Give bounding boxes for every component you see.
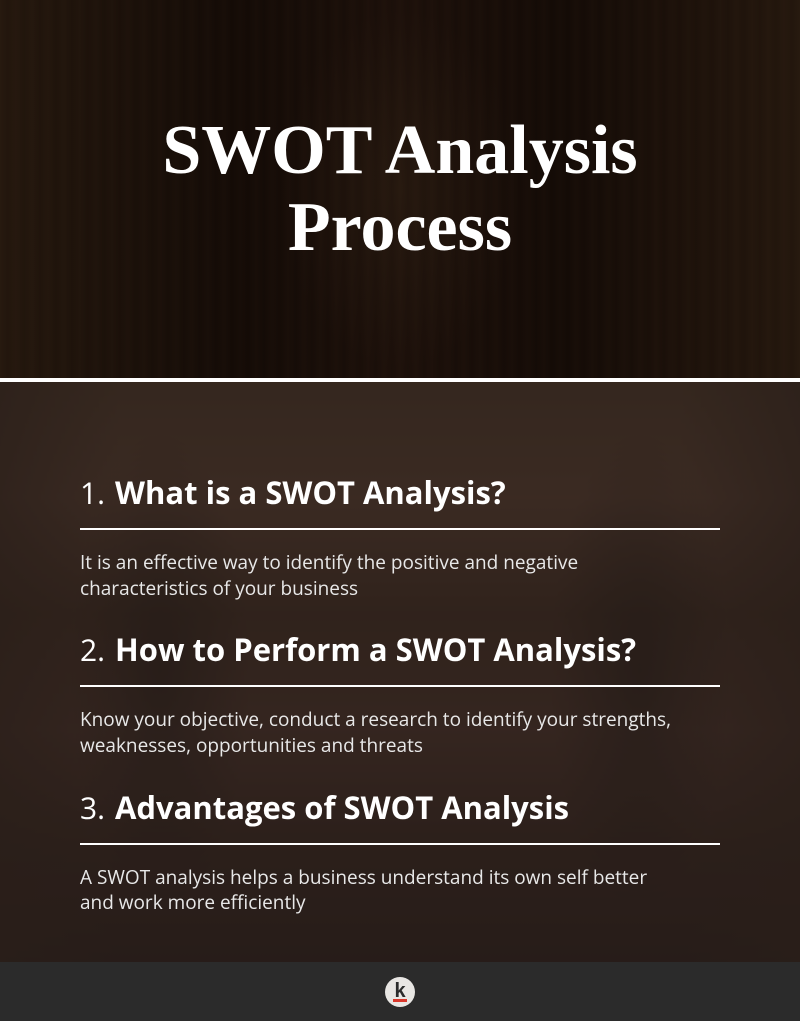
section-header: 2. How to Perform a SWOT Analysis?: [80, 629, 720, 687]
page-title: SWOT Analysis Process: [0, 112, 800, 266]
section-title: Advantages of SWOT Analysis: [115, 787, 569, 829]
section-header: 3. Advantages of SWOT Analysis: [80, 787, 720, 845]
section-title: How to Perform a SWOT Analysis?: [115, 629, 636, 671]
section-body: It is an effective way to identify the p…: [80, 550, 720, 601]
logo-accent: [393, 999, 407, 1002]
section-1: 1. What is a SWOT Analysis? It is an eff…: [80, 472, 720, 601]
section-number: 3.: [80, 787, 105, 828]
content-inner: 1. What is a SWOT Analysis? It is an eff…: [0, 382, 800, 984]
hero-section: SWOT Analysis Process: [0, 0, 800, 378]
section-number: 2.: [80, 629, 105, 670]
section-2: 2. How to Perform a SWOT Analysis? Know …: [80, 629, 720, 758]
section-header: 1. What is a SWOT Analysis?: [80, 472, 720, 530]
section-title: What is a SWOT Analysis?: [115, 472, 506, 514]
section-body: A SWOT analysis helps a business underst…: [80, 865, 720, 916]
section-3: 3. Advantages of SWOT Analysis A SWOT an…: [80, 787, 720, 916]
content-section: 1. What is a SWOT Analysis? It is an eff…: [0, 382, 800, 962]
section-body: Know your objective, conduct a research …: [80, 707, 720, 758]
section-number: 1.: [80, 472, 105, 513]
